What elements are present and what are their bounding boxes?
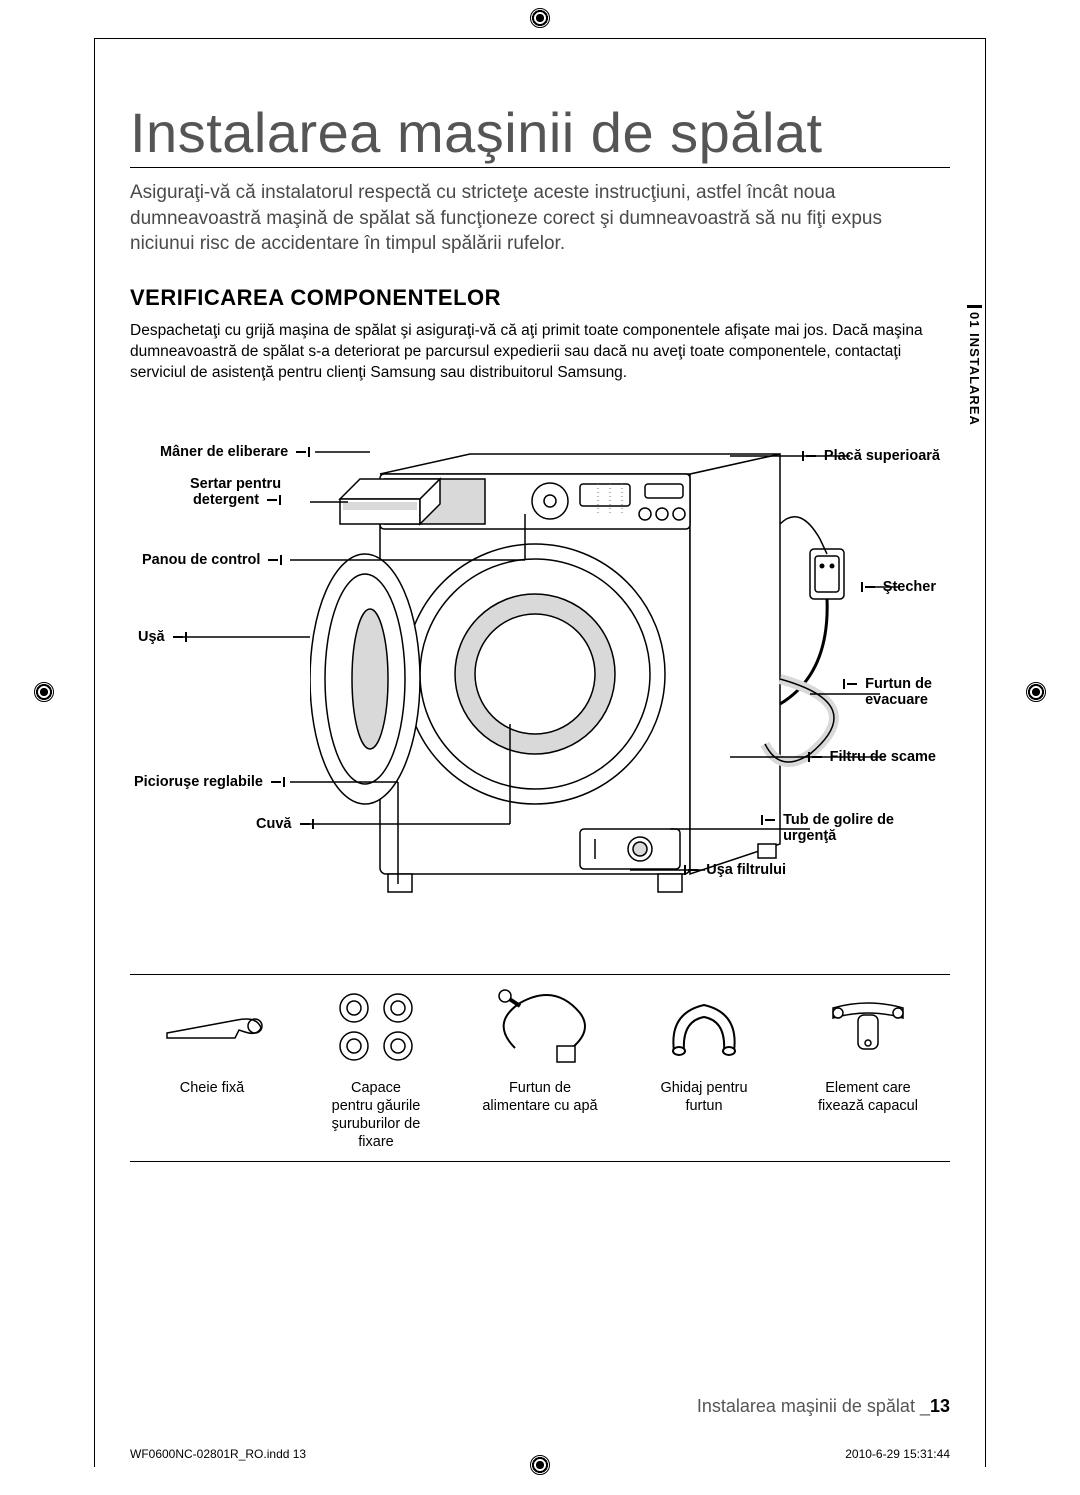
callout-emergency-drain: Tub de golire de urgenţă <box>761 812 894 844</box>
section-heading: VERIFICAREA COMPONENTELOR <box>130 285 950 311</box>
part-label: Cheie fixă <box>180 1079 244 1097</box>
part-label-line: pentru găurile <box>332 1098 421 1114</box>
imprint-file: WF0600NC-02801R_RO.indd 13 <box>130 1447 306 1461</box>
washing-machine-icon <box>310 444 870 944</box>
imprint-bar: WF0600NC-02801R_RO.indd 13 2010-6-29 15:… <box>130 1447 950 1461</box>
part-label-line: Ghidaj pentru <box>660 1080 747 1096</box>
page-number: 13 <box>930 1396 950 1416</box>
part-supply-hose: Furtun de alimentare cu apă <box>458 983 622 1152</box>
page-title: Instalarea maşinii de spălat <box>130 100 950 168</box>
callout-label: evacuare <box>865 692 928 708</box>
registration-mark-icon <box>34 682 54 702</box>
callout-drain-hose: Furtun de evacuare <box>843 676 932 708</box>
part-label-line: fixează capacul <box>818 1098 918 1114</box>
callout-label: Cuvă <box>256 816 291 832</box>
part-label-line: şuruburilor de <box>332 1116 421 1132</box>
callout-label: detergent <box>193 492 259 508</box>
callout-control-panel: Panou de control <box>142 552 282 568</box>
trim-line <box>94 38 95 1467</box>
part-label: Element care fixează capacul <box>818 1079 918 1115</box>
callout-label: Filtru de scame <box>830 749 936 765</box>
intro-text: Asiguraţi-vă că instalatorul respectă cu… <box>130 180 950 257</box>
running-footer: Instalarea maşinii de spălat _13 <box>697 1396 950 1417</box>
imprint-stamp: 2010-6-29 15:31:44 <box>845 1447 950 1461</box>
section-body: Despachetaţi cu grijă maşina de spălat ş… <box>130 321 950 384</box>
callout-legs: Picioruşe reglabile <box>134 774 285 790</box>
callout-label: Picioruşe reglabile <box>134 774 263 790</box>
trim-line <box>985 38 986 1467</box>
callout-filter-door: Uşa filtrului <box>684 862 786 878</box>
part-caps: Capace pentru găurile şuruburilor de fix… <box>294 983 458 1152</box>
section-tab: 01 INSTALAREA <box>967 305 982 645</box>
cover-fixer-icon <box>818 983 918 1073</box>
callout-label: Uşa filtrului <box>706 862 786 878</box>
footer-text: Instalarea maşinii de spălat _ <box>697 1396 930 1416</box>
part-cover-fixer: Element care fixează capacul <box>786 983 950 1152</box>
registration-mark-icon <box>530 8 550 28</box>
part-label-line: fixare <box>358 1134 393 1150</box>
section-tab-label: 01 INSTALAREA <box>967 308 982 645</box>
registration-mark-icon <box>1026 682 1046 702</box>
parts-table: Cheie fixă Capace pentru găurile şurubur… <box>130 974 950 1163</box>
callout-label: urgenţă <box>783 828 836 844</box>
callout-label: Uşă <box>138 629 165 645</box>
part-label-line: Capace <box>351 1080 401 1096</box>
appliance-diagram: Mâner de eliberare Sertar pentru deterge… <box>130 404 950 944</box>
callout-drum: Cuvă <box>256 816 314 832</box>
part-label: Furtun de alimentare cu apă <box>482 1079 597 1115</box>
callout-detergent-drawer: Sertar pentru detergent <box>190 476 281 508</box>
part-wrench: Cheie fixă <box>130 983 294 1152</box>
part-label-line: furtun <box>685 1098 722 1114</box>
supply-hose-icon <box>485 983 595 1073</box>
callout-label: Mâner de eliberare <box>160 444 288 460</box>
callout-door: Uşă <box>138 629 187 645</box>
callout-release-handle: Mâner de eliberare <box>160 444 310 460</box>
hole-caps-icon <box>326 983 426 1073</box>
part-label: Ghidaj pentru furtun <box>660 1079 747 1115</box>
callout-label: Furtun de <box>865 676 932 692</box>
callout-plug: Ştecher <box>861 579 936 595</box>
callout-label: Panou de control <box>142 552 260 568</box>
part-label-line: Furtun de <box>509 1080 571 1096</box>
callout-label: Placă superioară <box>824 448 940 464</box>
part-label: Capace pentru găurile şuruburilor de fix… <box>332 1079 421 1152</box>
callout-label: Ştecher <box>883 579 936 595</box>
part-hose-guide: Ghidaj pentru furtun <box>622 983 786 1152</box>
trim-line <box>94 38 986 39</box>
hose-guide-icon <box>654 983 754 1073</box>
wrench-icon <box>157 983 267 1073</box>
part-label-line: Element care <box>825 1080 910 1096</box>
callout-label: Sertar pentru <box>190 476 281 492</box>
callout-label: Tub de golire de <box>783 812 894 828</box>
callout-top-cover: Placă superioară <box>802 448 940 464</box>
callout-debris-filter: Filtru de scame <box>808 749 936 765</box>
part-label-line: alimentare cu apă <box>482 1098 597 1114</box>
